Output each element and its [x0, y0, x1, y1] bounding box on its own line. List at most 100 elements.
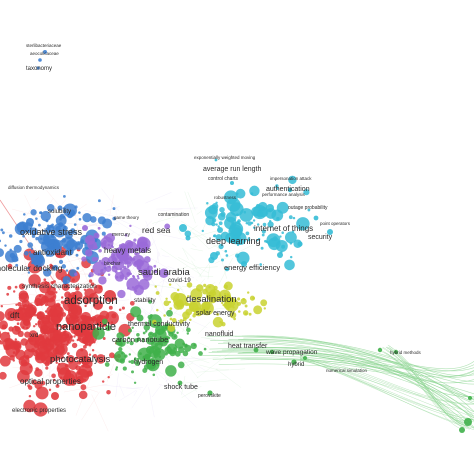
network-node[interactable] [247, 221, 252, 226]
network-node[interactable] [247, 237, 251, 240]
network-node[interactable] [236, 243, 240, 247]
network-node[interactable] [111, 265, 115, 269]
network-node[interactable] [28, 330, 38, 340]
network-node[interactable] [6, 292, 10, 296]
network-node[interactable] [23, 348, 34, 359]
network-node[interactable] [218, 221, 223, 226]
network-node[interactable] [31, 379, 37, 385]
network-node[interactable] [307, 208, 311, 212]
network-node[interactable] [38, 58, 42, 62]
network-node[interactable] [42, 235, 51, 244]
network-node[interactable] [35, 236, 39, 241]
network-node[interactable] [20, 338, 28, 346]
network-node[interactable] [263, 307, 266, 310]
network-node[interactable] [190, 288, 203, 301]
network-node[interactable] [82, 339, 86, 342]
network-node[interactable] [46, 226, 51, 231]
network-node[interactable] [136, 333, 140, 337]
network-node[interactable] [115, 338, 123, 346]
network-node[interactable] [165, 297, 168, 300]
network-node[interactable] [84, 300, 89, 305]
network-node[interactable] [215, 223, 218, 226]
network-node[interactable] [145, 330, 148, 333]
network-node[interactable] [98, 259, 102, 263]
network-node[interactable] [71, 278, 75, 282]
network-node[interactable] [126, 341, 129, 344]
network-node[interactable] [40, 325, 50, 335]
network-node[interactable] [34, 335, 46, 347]
network-node[interactable] [253, 305, 263, 315]
network-node[interactable] [241, 261, 247, 267]
term-label-average-run-length[interactable]: average run length [203, 166, 261, 173]
network-node[interactable] [4, 244, 7, 247]
network-node[interactable] [77, 242, 81, 246]
term-label-dft[interactable]: dft [10, 310, 20, 320]
network-node[interactable] [249, 185, 260, 197]
network-node[interactable] [173, 293, 187, 307]
term-label-heat-transfer[interactable]: heat transfer [228, 343, 268, 350]
network-node[interactable] [186, 332, 189, 335]
network-node[interactable] [142, 340, 145, 343]
network-node[interactable] [112, 253, 116, 257]
network-node[interactable] [119, 274, 124, 280]
network-node[interactable] [211, 203, 219, 210]
term-label-stability[interactable]: stability [134, 297, 156, 304]
network-node[interactable] [228, 294, 231, 298]
network-node[interactable] [74, 231, 77, 234]
term-label-ewma[interactable]: exponentially weighted moving [194, 155, 256, 160]
network-node[interactable] [35, 285, 38, 289]
network-node[interactable] [163, 300, 170, 307]
network-node[interactable] [118, 347, 123, 352]
term-label-xrd[interactable]: xrd [30, 333, 38, 339]
network-node[interactable] [105, 311, 119, 325]
network-node[interactable] [261, 233, 265, 237]
network-node[interactable] [71, 339, 75, 342]
network-node[interactable] [101, 257, 111, 266]
network-node[interactable] [0, 228, 4, 232]
network-node[interactable] [277, 252, 283, 258]
network-node[interactable] [114, 247, 120, 253]
network-node[interactable] [37, 320, 42, 325]
network-node[interactable] [468, 396, 472, 400]
network-node[interactable] [75, 253, 79, 257]
network-node[interactable] [75, 357, 78, 360]
network-node[interactable] [36, 311, 46, 320]
network-node[interactable] [464, 418, 472, 426]
network-node[interactable] [46, 203, 55, 212]
network-node[interactable] [166, 340, 169, 343]
network-node[interactable] [41, 295, 49, 304]
network-node[interactable] [14, 338, 17, 341]
network-node[interactable] [229, 311, 237, 319]
term-label-diffusion-thermodynamics[interactable]: diffusion thermodynamics [8, 185, 60, 190]
term-label-antioxidant[interactable]: antioxidant [33, 248, 72, 257]
network-node[interactable] [219, 206, 225, 213]
network-node[interactable] [118, 308, 122, 312]
network-node[interactable] [250, 221, 254, 225]
network-node[interactable] [221, 258, 224, 262]
network-node[interactable] [77, 337, 82, 341]
network-node[interactable] [101, 231, 106, 236]
network-node[interactable] [252, 226, 256, 229]
term-label-internet-of-things[interactable]: internet of things [254, 224, 313, 233]
network-node[interactable] [85, 235, 95, 245]
network-node[interactable] [225, 254, 229, 257]
network-node[interactable] [189, 300, 201, 312]
network-node[interactable] [235, 253, 240, 258]
network-node[interactable] [39, 211, 42, 215]
network-node[interactable] [257, 237, 261, 241]
network-node[interactable] [24, 306, 36, 318]
network-node[interactable] [36, 66, 40, 70]
network-node[interactable] [139, 352, 142, 355]
network-node[interactable] [77, 329, 92, 344]
network-node[interactable] [192, 314, 196, 318]
network-node[interactable] [177, 361, 185, 369]
network-node[interactable] [88, 353, 92, 356]
term-label-hydrogen[interactable]: hydrogen [134, 359, 163, 366]
network-node[interactable] [112, 216, 116, 221]
network-node[interactable] [43, 50, 47, 54]
network-node[interactable] [134, 360, 141, 366]
network-node[interactable] [249, 295, 255, 301]
network-node[interactable] [122, 334, 125, 337]
network-node[interactable] [235, 188, 246, 199]
network-node[interactable] [88, 271, 94, 278]
